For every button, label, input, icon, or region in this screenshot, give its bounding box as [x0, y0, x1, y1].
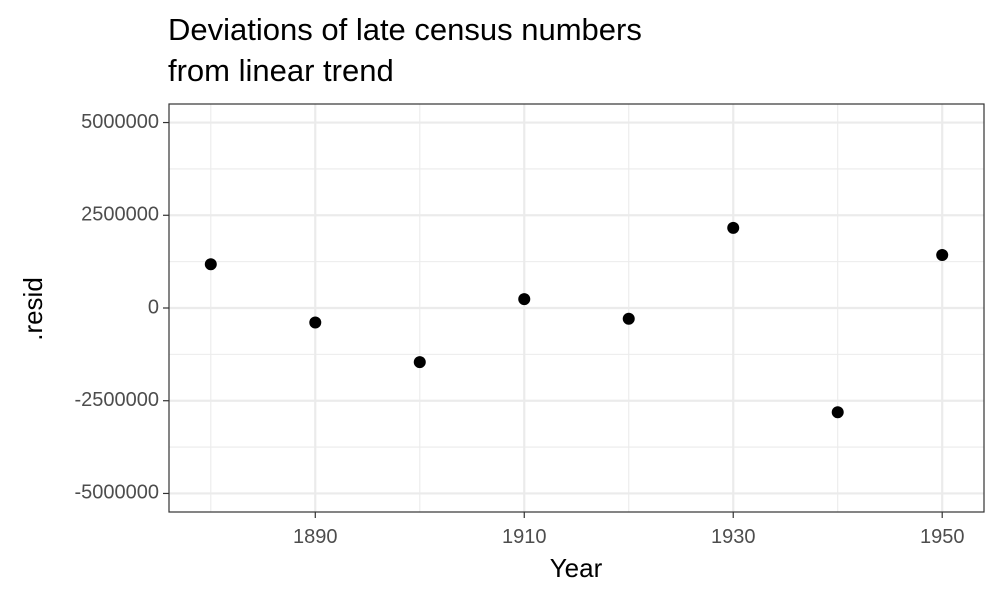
axis-ticks — [163, 121, 943, 518]
data-point — [413, 356, 426, 369]
y-tick-label: -2500000 — [74, 389, 159, 411]
data-point — [518, 293, 531, 306]
x-tick-label: 1890 — [293, 526, 338, 548]
data-point — [309, 316, 322, 329]
x-tick-label: 1910 — [502, 526, 547, 548]
chart-title-line-2: from linear trend — [168, 53, 394, 88]
grid-minor — [169, 104, 984, 512]
x-axis-title: Year — [550, 553, 603, 583]
y-tick-label: 0 — [148, 296, 159, 318]
y-axis-title: .resid — [18, 277, 48, 341]
tick-labels: 5000000 2500000 0 -2500000 -5000000 1890 1910 1… — [74, 111, 964, 548]
grid-major — [169, 104, 984, 512]
data-point — [204, 258, 217, 271]
y-tick-label: -5000000 — [74, 482, 159, 504]
data-point — [936, 248, 949, 261]
data-point — [727, 221, 740, 234]
y-tick-label: 5000000 — [81, 111, 159, 133]
x-tick-label: 1950 — [920, 526, 965, 548]
data-point — [831, 406, 844, 419]
x-tick-label: 1930 — [711, 526, 756, 548]
chart-title-line-1: Deviations of late census numbers — [168, 12, 642, 47]
data-point — [622, 312, 635, 325]
data-points — [204, 221, 949, 419]
y-tick-label: 2500000 — [81, 204, 159, 226]
